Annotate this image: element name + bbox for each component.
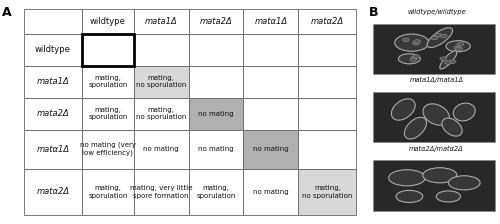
Ellipse shape [442, 118, 462, 136]
Bar [82, 98, 134, 129]
Bar [373, 160, 494, 211]
Bar [82, 34, 134, 66]
Text: mata2Δ: mata2Δ [36, 109, 70, 118]
Text: mata2Δ: mata2Δ [200, 17, 232, 26]
Ellipse shape [449, 60, 456, 63]
Ellipse shape [398, 54, 420, 64]
Text: wildtype: wildtype [35, 45, 71, 54]
Ellipse shape [457, 43, 464, 46]
Ellipse shape [456, 47, 462, 51]
Bar [298, 66, 356, 98]
Bar [24, 98, 82, 129]
Ellipse shape [440, 34, 447, 38]
Bar [24, 34, 82, 66]
Bar [82, 169, 134, 215]
Bar [188, 98, 244, 129]
Bar [244, 9, 298, 34]
Text: wildtype: wildtype [90, 17, 126, 26]
Ellipse shape [448, 176, 480, 190]
Bar [244, 98, 298, 129]
Ellipse shape [394, 34, 429, 51]
Bar [134, 98, 188, 129]
Ellipse shape [434, 33, 442, 37]
Ellipse shape [410, 58, 416, 61]
Bar [373, 24, 494, 74]
Bar [373, 92, 494, 142]
Text: mating,
sporulation: mating, sporulation [88, 107, 128, 120]
Text: no mating: no mating [253, 189, 288, 195]
Text: no mating: no mating [253, 146, 288, 152]
Bar [244, 169, 298, 215]
Bar [244, 66, 298, 98]
Text: mata1Δ/mata1Δ: mata1Δ/mata1Δ [410, 77, 464, 83]
Ellipse shape [454, 103, 475, 121]
Bar [134, 34, 188, 66]
Bar [298, 129, 356, 169]
Text: mating,
no sporulation: mating, no sporulation [302, 185, 352, 199]
Bar [188, 169, 244, 215]
Bar [244, 129, 298, 169]
Bar [24, 129, 82, 169]
Ellipse shape [427, 28, 452, 47]
Ellipse shape [444, 61, 451, 64]
Bar [24, 9, 82, 34]
Bar [188, 9, 244, 34]
Bar [134, 169, 188, 215]
Text: mating,
no sporulation: mating, no sporulation [136, 107, 186, 120]
Text: matα1Δ: matα1Δ [36, 145, 70, 154]
Text: mating,
sporulation: mating, sporulation [88, 43, 128, 56]
Bar [298, 9, 356, 34]
Ellipse shape [431, 36, 438, 40]
Bar [24, 169, 82, 215]
Ellipse shape [411, 56, 418, 60]
Bar [298, 169, 356, 215]
Bar [134, 129, 188, 169]
Bar [82, 129, 134, 169]
Text: no mating: no mating [144, 146, 179, 152]
Ellipse shape [412, 41, 419, 45]
Bar [24, 66, 82, 98]
Bar [134, 66, 188, 98]
Text: mata1Δ: mata1Δ [144, 17, 178, 26]
Ellipse shape [423, 104, 450, 125]
Ellipse shape [413, 55, 420, 58]
Ellipse shape [454, 46, 460, 50]
Text: no mating (very
low efficiency): no mating (very low efficiency) [80, 142, 136, 156]
Ellipse shape [414, 40, 420, 43]
Text: matα2Δ: matα2Δ [311, 17, 344, 26]
Text: matα1Δ: matα1Δ [254, 17, 288, 26]
Text: no mating: no mating [198, 146, 234, 152]
Text: A: A [2, 6, 12, 19]
Bar [188, 129, 244, 169]
Ellipse shape [446, 41, 470, 52]
Bar [134, 9, 188, 34]
Ellipse shape [392, 99, 415, 120]
Text: matα2Δ/matα2Δ: matα2Δ/matα2Δ [409, 145, 464, 152]
Ellipse shape [440, 57, 446, 60]
Bar [298, 34, 356, 66]
Text: mating,
sporulation: mating, sporulation [88, 75, 128, 88]
Bar [82, 66, 134, 98]
Ellipse shape [436, 191, 460, 202]
Bar [244, 34, 298, 66]
Text: mating, very little
spore formation: mating, very little spore formation [130, 185, 192, 199]
Text: mata1Δ: mata1Δ [36, 77, 70, 86]
Bar [82, 9, 134, 34]
Text: mating,
no sporulation: mating, no sporulation [136, 75, 186, 88]
Text: no mating: no mating [198, 111, 234, 116]
Ellipse shape [388, 170, 425, 186]
Bar [188, 66, 244, 98]
Text: B: B [369, 6, 378, 19]
Bar [188, 34, 244, 66]
Ellipse shape [404, 117, 426, 139]
Text: mating,
sporulation: mating, sporulation [88, 185, 128, 199]
Ellipse shape [440, 51, 457, 69]
Text: mating,
sporulation: mating, sporulation [196, 185, 235, 199]
Text: wildtype/wildtype: wildtype/wildtype [407, 9, 466, 15]
Text: matα2Δ: matα2Δ [36, 187, 70, 196]
Ellipse shape [423, 168, 457, 183]
Ellipse shape [402, 38, 409, 42]
Ellipse shape [396, 190, 423, 202]
Bar [298, 98, 356, 129]
